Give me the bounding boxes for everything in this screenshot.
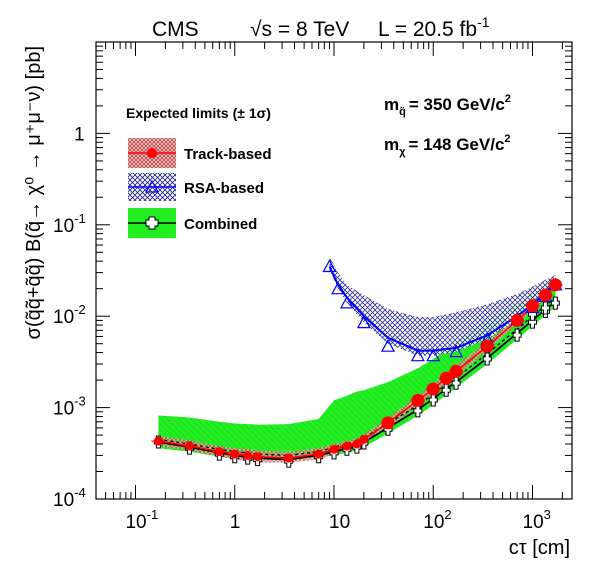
squark-mass-label: m [384, 95, 399, 114]
neutralino-mass-label: m [384, 135, 399, 154]
track-marker [153, 436, 163, 446]
squark-mass-value: = 350 GeV/c [409, 95, 505, 114]
neutralino-mass-annotation: mχ = 148 GeV/c2 [384, 133, 511, 158]
track-marker [359, 434, 369, 444]
y-axis-label: σ(q̃q̃+q̃q̃) B(q̃→ χ⁰ → μ⁺μ⁻ν) [pb] [23, 46, 45, 339]
track-marker [329, 444, 339, 454]
track-marker [230, 449, 240, 459]
neutralino-mass-sub: χ [399, 146, 406, 158]
header-energy: √s = 8 TeV [250, 18, 349, 41]
mass-annotations: mq̃ = 350 GeV/c2 mχ = 148 GeV/c2 [384, 93, 511, 158]
track-marker [538, 288, 552, 302]
rsa-band [329, 256, 556, 356]
combined-marker [428, 393, 438, 407]
track-band [158, 279, 556, 463]
header-experiment: CMS [152, 18, 199, 41]
track-marker [184, 441, 194, 451]
track-marker [243, 450, 253, 460]
legend-combined-label: Combined [184, 216, 257, 233]
track-marker [439, 371, 453, 385]
track-marker [548, 278, 562, 292]
track-marker [449, 364, 463, 378]
y-tick-label: 10-4 [53, 485, 86, 511]
track-marker [510, 313, 524, 327]
x-tick-label: 103 [523, 507, 551, 533]
rsa-marker [322, 259, 337, 273]
combined-marker [441, 383, 451, 397]
squark-mass-sup: 2 [505, 93, 511, 105]
track-marker [526, 299, 540, 313]
legend-entry-rsa: RSA-based [128, 173, 264, 201]
plot-axes: 10-1 1 10 102 103 10-4 10-3 10-2 10-1 1 [53, 41, 572, 533]
track-marker [352, 439, 362, 449]
squark-mass-sub: q̃ [399, 106, 406, 118]
x-tick-label: 1 [230, 512, 241, 533]
rsa-marker [410, 348, 425, 362]
legend-rsa-marker [144, 179, 160, 193]
y-tick-label: 10-2 [53, 302, 86, 328]
neutralino-mass-sup: 2 [504, 133, 510, 145]
track-marker [381, 416, 395, 430]
plot-content [151, 256, 563, 468]
y-tick-label: 1 [74, 124, 85, 145]
legend-track-marker [147, 148, 157, 158]
header-lumi-prefix: L = 20.5 fb [378, 18, 477, 41]
rsa-marker [426, 348, 441, 362]
combined-marker [482, 352, 492, 366]
legend: Expected limits (± 1σ) Track-based RSA-b… [126, 105, 272, 238]
rsa-marker [331, 281, 346, 295]
rsa-marker [339, 295, 354, 309]
legend-title: Expected limits (± 1σ) [126, 105, 271, 121]
rsa-marker [380, 338, 396, 352]
legend-track-label: Track-based [184, 146, 272, 163]
y-tick-label: 10-3 [53, 394, 86, 420]
y-tick-label: 10-1 [53, 211, 86, 237]
combined-marker [540, 301, 550, 315]
x-tick-label: 10-1 [125, 507, 158, 533]
track-marker [214, 447, 224, 457]
x-axis-label: cτ [cm] [509, 537, 570, 559]
header-lumi: L = 20.5 fb-1 [378, 14, 490, 41]
legend-entry-track: Track-based [128, 138, 272, 168]
track-marker [480, 339, 494, 353]
x-tick-label: 102 [423, 507, 451, 533]
header-lumi-sup: -1 [477, 14, 490, 30]
legend-entry-combined: Combined [128, 208, 257, 238]
track-marker [426, 382, 440, 396]
header: CMS √s = 8 TeV L = 20.5 fb-1 [152, 14, 490, 41]
combined-marker [413, 404, 423, 418]
combined-marker [512, 328, 522, 342]
track-marker [253, 452, 263, 462]
track-marker [284, 453, 294, 463]
neutralino-mass-value: = 148 GeV/c [408, 135, 504, 154]
track-marker [342, 441, 352, 451]
track-marker [411, 393, 425, 407]
legend-combined-marker [145, 216, 159, 230]
combined-marker [451, 376, 461, 390]
plot-frame-group: 10-1 1 10 102 103 10-4 10-3 10-2 10-1 1 [53, 41, 573, 533]
legend-rsa-label: RSA-based [184, 180, 264, 197]
squark-mass-annotation: mq̃ = 350 GeV/c2 [384, 93, 511, 118]
rsa-marker [356, 315, 371, 329]
rsa-marker [449, 344, 464, 358]
x-tick-label: 10 [329, 512, 350, 533]
track-marker [314, 449, 324, 459]
